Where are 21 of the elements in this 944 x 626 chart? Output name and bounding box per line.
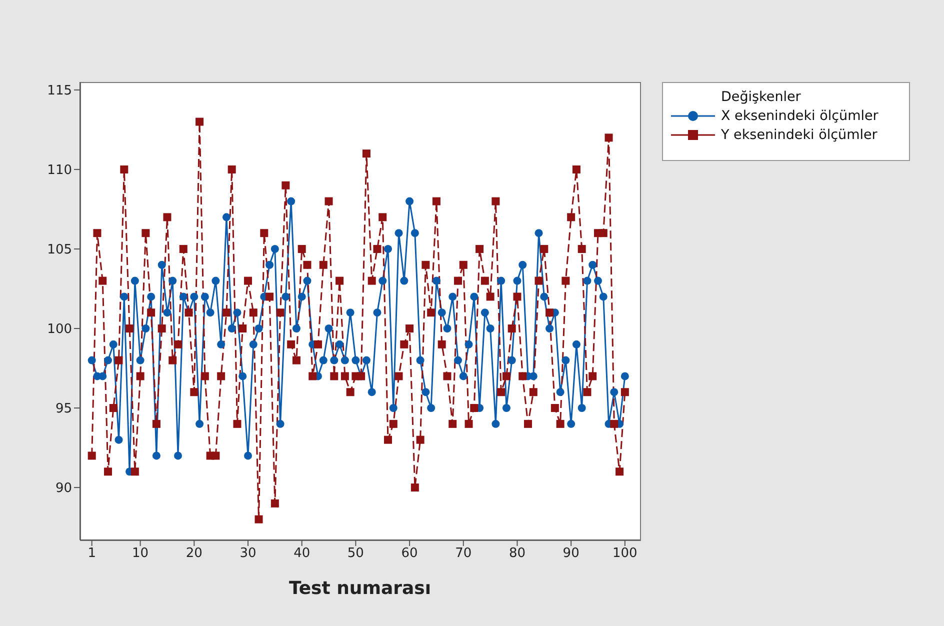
x-tick-label: 40 [294, 546, 310, 562]
y-tick-label: 100 [47, 322, 72, 338]
legend-title: Değişkenler [721, 89, 802, 105]
x-tick-label: 1 [88, 546, 96, 562]
y-tick-label: 95 [55, 402, 72, 417]
legend-label: X eksenindeki ölçümler [720, 108, 880, 124]
y-tick-label: 110 [47, 163, 72, 178]
x-tick-label: 20 [186, 546, 202, 562]
y-tick-label: 115 [47, 84, 72, 99]
x-axis-title: Test numarası [288, 578, 432, 599]
x-tick-label: 50 [347, 546, 364, 562]
y-tick-label: 90 [55, 481, 72, 496]
x-tick-label: 70 [455, 546, 472, 562]
x-tick-label: 10 [132, 546, 149, 562]
legend-label: Y eksenindeki ölçümler [720, 127, 878, 143]
y-tick-label: 105 [47, 242, 72, 258]
x-tick-label: 90 [562, 546, 580, 562]
x-tick-label: 100 [612, 546, 638, 562]
x-tick-label: 80 [508, 546, 526, 562]
x-tick-label: 30 [240, 546, 256, 562]
x-tick-label: 60 [401, 546, 418, 562]
